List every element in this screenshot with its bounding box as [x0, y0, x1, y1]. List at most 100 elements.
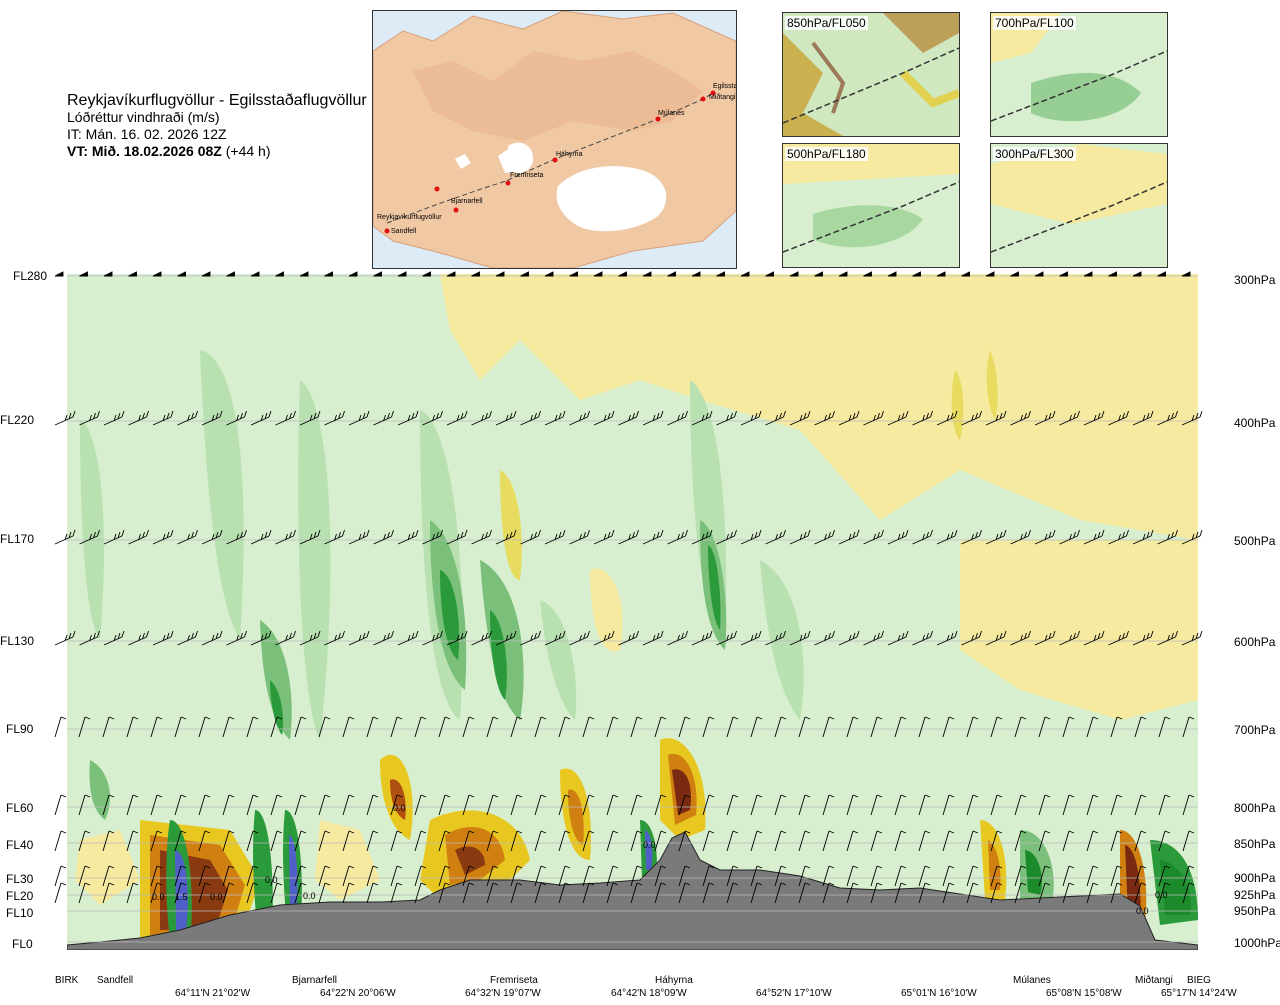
wind-barb [270, 830, 283, 852]
wind-barb [446, 630, 468, 646]
wind-barb [103, 271, 113, 277]
wind-barb [912, 630, 933, 646]
wind-barb [324, 271, 333, 277]
wind-barb [390, 882, 403, 904]
contour-label: 0.0 [1136, 906, 1149, 916]
panel-700-label: 700hPa/FL100 [993, 16, 1076, 30]
wind-barb [126, 716, 139, 738]
wind-barb [1182, 882, 1195, 904]
panel-500: 500hPa/FL180 [782, 143, 960, 268]
wind-barb [667, 529, 688, 545]
wind-barb [201, 271, 211, 277]
overview-map-svg: Reykjavíkurflugvöllur Sandfell Bjarnarfe… [373, 11, 736, 268]
wind-barb [1110, 716, 1123, 738]
wind-barb [1158, 794, 1171, 816]
wind-barb [582, 794, 595, 816]
wind-barb [887, 410, 909, 426]
wind-barb [838, 271, 848, 277]
wind-barb [702, 716, 715, 738]
wind-barb [1182, 830, 1195, 852]
wind-barb [894, 830, 907, 852]
wind-barb [397, 529, 419, 545]
wind-barb [150, 865, 163, 887]
wind-barb [78, 794, 91, 816]
wind-barb [654, 830, 667, 852]
wind-barb [373, 271, 382, 277]
wind-barb [174, 794, 187, 816]
wind-barb [128, 630, 149, 646]
route-title: Reykjavíkurflugvöllur - Egilsstaðaflugvö… [67, 92, 367, 109]
wind-barb [1108, 529, 1129, 545]
fl-label: FL60 [6, 801, 34, 815]
wind-barb [642, 410, 664, 426]
wind-barb [462, 882, 475, 904]
wind-barb [78, 830, 91, 852]
wind-barb [520, 529, 541, 545]
fl-label: FL30 [6, 872, 34, 886]
wind-barb [226, 271, 235, 277]
wind-barb [702, 882, 715, 904]
wind-barb [1158, 830, 1171, 852]
wind-barb [201, 410, 223, 426]
wind-barb [250, 410, 272, 426]
hpa-label: 300hPa [1234, 273, 1276, 287]
panel-500-label: 500hPa/FL180 [785, 147, 868, 161]
wind-barb [1157, 529, 1178, 545]
wind-barb [990, 882, 1003, 904]
wind-barb [174, 830, 187, 852]
wind-barb [1181, 529, 1203, 545]
coordinate-label: 64°22'N 20°06'W [320, 988, 396, 999]
wind-barb [702, 830, 715, 852]
wind-barb [750, 865, 763, 887]
wind-barb [846, 830, 859, 852]
fl-label: FL280 [13, 269, 48, 283]
wind-barb [342, 716, 355, 738]
wind-barb [774, 794, 787, 816]
wind-barb [544, 630, 566, 646]
wind-barb [894, 865, 907, 887]
wind-barb [495, 529, 517, 545]
wind-barb [342, 865, 355, 887]
wind-barb [126, 865, 139, 887]
wind-barb [863, 630, 884, 646]
wind-barb [618, 410, 639, 426]
wind-barb [642, 529, 664, 545]
wind-barb [534, 830, 547, 852]
wind-barb [1132, 630, 1154, 646]
wind-barb [471, 529, 492, 545]
wind-barb [667, 630, 688, 646]
wind-barb [366, 865, 379, 887]
wind-barb [774, 716, 787, 738]
wind-barb [765, 271, 774, 277]
map-label-sandfell: Sandfell [391, 228, 417, 235]
map-label-hahyrna: Háhyrna [556, 151, 583, 158]
valid-time: VT: Mið. 18.02.2026 08Z (+44 h) [67, 143, 367, 160]
wind-barb [1062, 865, 1075, 887]
wind-barb [750, 794, 763, 816]
wind-barb [569, 630, 590, 646]
wind-barb [366, 716, 379, 738]
wind-barb [54, 794, 67, 816]
wind-barb [1038, 865, 1051, 887]
wind-barb [1014, 794, 1027, 816]
waypoint-label: Múlanes [1013, 975, 1051, 986]
wind-barb [102, 716, 115, 738]
wind-barb [1038, 716, 1051, 738]
wind-barb [324, 630, 345, 646]
terrain-profile [67, 831, 1198, 950]
wind-barb [366, 882, 379, 904]
wind-barb [606, 716, 619, 738]
wind-barb [642, 630, 664, 646]
wind-barb [582, 865, 595, 887]
wind-barb [79, 410, 100, 426]
wind-barb [486, 865, 499, 887]
wind-barb [54, 882, 67, 904]
wind-barb [1110, 882, 1123, 904]
wind-barb [1010, 529, 1031, 545]
wind-barb [373, 529, 394, 545]
wind-barb [471, 271, 480, 277]
wind-barb [870, 794, 883, 816]
wind-barb [654, 794, 667, 816]
wind-barb [798, 716, 811, 738]
wind-barb [630, 716, 643, 738]
